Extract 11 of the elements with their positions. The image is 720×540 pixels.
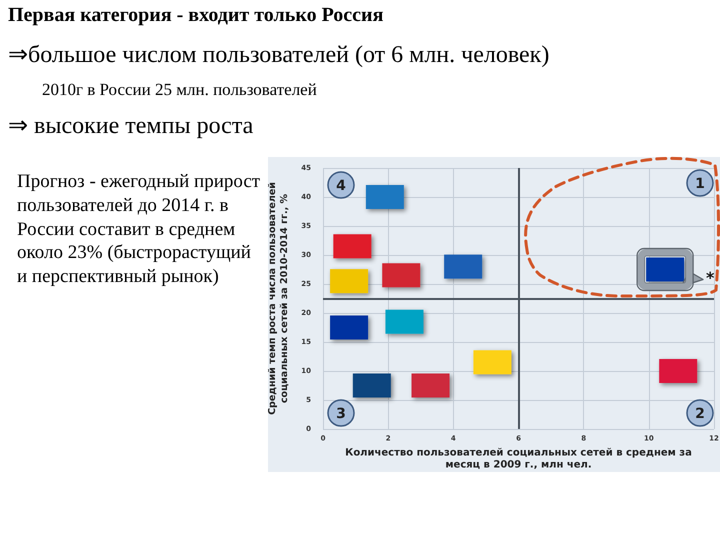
annotation: 4 <box>336 178 346 194</box>
text: ⇒большое числом пользователей (от 6 млн. человек) <box>8 41 550 69</box>
text: ⇒ высокие темпы роста <box>8 112 254 140</box>
text: Прогноз - ежегодный прирост пользователей до 2014 г. в России составит в среднем около 23% (быстрорастущий и перспективный рынок) <box>17 170 262 289</box>
x-axis-title: Количество пользователей социальных сетей в среднем за месяц в 2009 г., млн чел. <box>345 447 692 470</box>
text: 2010г в России 25 млн. пользователей <box>42 80 317 100</box>
annotation: 1 <box>695 176 705 192</box>
annotation: 3 <box>336 406 346 422</box>
chart-title: Первая категория - входит только Россия <box>8 4 384 27</box>
annotation: 2 <box>695 406 705 422</box>
annotation: * <box>706 268 715 288</box>
